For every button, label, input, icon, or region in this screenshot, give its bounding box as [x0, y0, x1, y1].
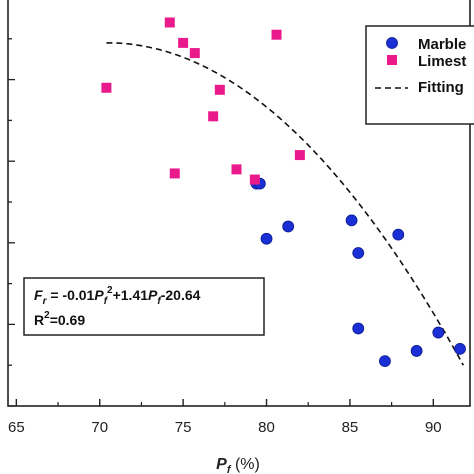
data-points [101, 17, 466, 368]
legend-limestone-label: Limest [418, 53, 466, 70]
x-title-sub: f [227, 464, 232, 474]
marble-point [260, 232, 273, 245]
limestone-point [178, 37, 189, 48]
eq-p2: P [148, 287, 158, 303]
limestone-point [164, 17, 175, 28]
marble-point [454, 342, 466, 355]
limestone-point [101, 82, 112, 93]
limestone-point [231, 164, 242, 175]
marble-point [352, 247, 365, 259]
x-axis-title: Pf (%) [216, 456, 260, 474]
marble-point [345, 214, 358, 227]
limestone-point [249, 174, 260, 185]
eq-rhs-1: = -0.01 [46, 287, 94, 303]
x-tick-label: 80 [258, 419, 275, 436]
eq-rhs-2: +1.41 [113, 287, 149, 303]
eq-lhs-sub: r [43, 296, 48, 307]
marble-point [392, 228, 405, 241]
legend-box [365, 25, 474, 125]
eq-p2-sub: f [157, 296, 162, 307]
x-tick-label: 90 [425, 419, 442, 436]
eq-rhs-3: -20.64 [161, 287, 201, 303]
x-title-main: P [216, 456, 227, 473]
limestone-point [189, 48, 200, 59]
x-title-unit: (%) [231, 456, 260, 473]
legend-fitting-label: Fitting [418, 79, 464, 96]
equation-box: Fr = -0.01Pf2+1.41Pf-20.64 R2=0.69 [23, 277, 265, 336]
limestone-point [214, 84, 225, 95]
limestone-point [294, 150, 305, 161]
marble-point [282, 220, 295, 233]
marble-point [432, 326, 445, 339]
y-axis-ticks [8, 38, 15, 407]
limestone-point [271, 29, 282, 40]
marble-point [410, 345, 423, 357]
marble-point [379, 355, 391, 368]
marble-point [352, 322, 365, 335]
legend-limestone-marker [387, 55, 397, 65]
eq-lhs: F [34, 287, 43, 303]
r2-sup: 2 [44, 310, 50, 321]
legend-marble-marker [386, 37, 398, 49]
eq-p1-sup: 2 [107, 285, 113, 296]
fit-equation: Fr = -0.01Pf2+1.41Pf-20.64 [34, 285, 201, 307]
equation-frame [23, 277, 265, 336]
legend: Marble Limest Fitting [365, 25, 474, 125]
limestone-point [208, 111, 219, 122]
limestone-point [169, 168, 180, 179]
x-axis-ticks: 65 70 75 80 85 90 [8, 399, 442, 436]
x-tick-label: 65 [8, 419, 25, 436]
legend-marble-label: Marble [418, 36, 466, 53]
eq-p1: P [94, 287, 104, 303]
eq-p1-sub: f [104, 296, 109, 307]
x-tick-label: 75 [175, 419, 192, 436]
r2-value: =0.69 [50, 312, 86, 328]
fitting-curve [106, 42, 465, 366]
r-squared: R2=0.69 [34, 310, 85, 328]
x-tick-label: 70 [91, 419, 108, 436]
x-tick-label: 85 [342, 419, 359, 436]
r2-label: R [34, 312, 44, 328]
